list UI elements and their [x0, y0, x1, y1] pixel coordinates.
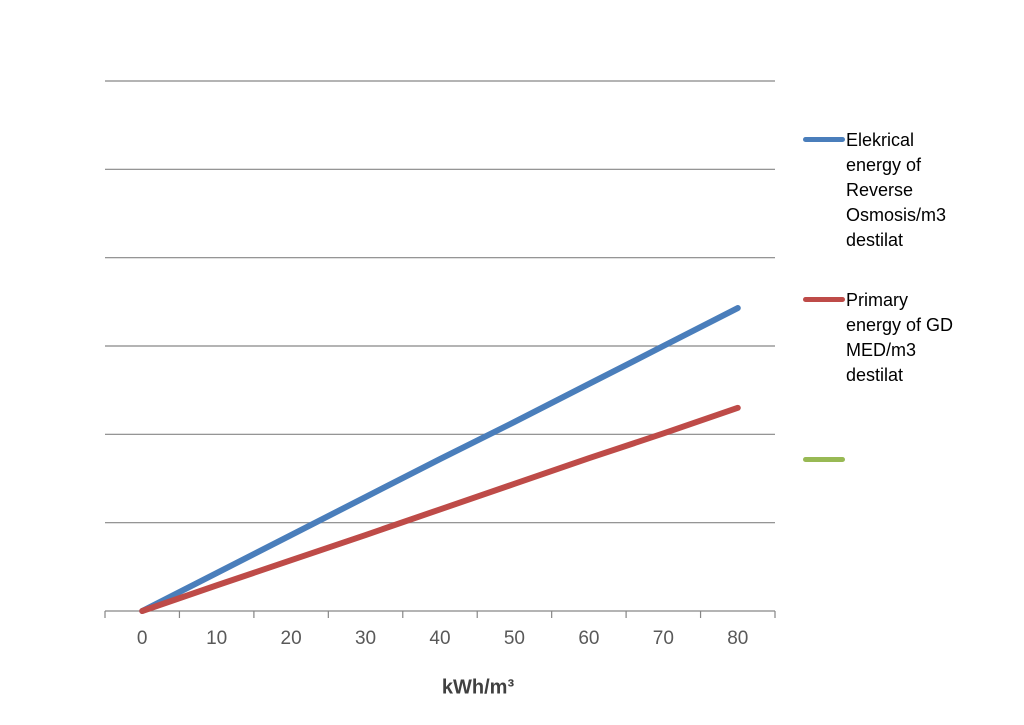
legend-swatch [803, 137, 845, 142]
legend-swatch [803, 457, 845, 462]
x-tick-label: 80 [727, 628, 748, 649]
legend-entry [803, 448, 845, 462]
x-tick-label: 0 [137, 628, 148, 649]
legend-entry: Primary energy of GD MED/m3 destilat [803, 288, 968, 388]
x-axis-label: kWh/m³ [442, 676, 515, 698]
series-line [139, 404, 741, 614]
legend-entry: Elekrical energy of Reverse Osmosis/m3 d… [803, 128, 968, 253]
x-tick-label: 50 [504, 628, 525, 649]
x-tick-label: 40 [429, 628, 450, 649]
x-tick-label: 20 [281, 628, 302, 649]
x-tick-label: 30 [355, 628, 376, 649]
legend-label: Primary energy of GD MED/m3 destilat [846, 290, 954, 385]
series-line [139, 305, 741, 614]
x-tick-label: 70 [653, 628, 674, 649]
legend-swatch [803, 297, 845, 302]
x-tick-label: 10 [206, 628, 227, 649]
legend-label: Elekrical energy of Reverse Osmosis/m3 d… [846, 130, 947, 250]
x-tick-label: 60 [578, 628, 599, 649]
